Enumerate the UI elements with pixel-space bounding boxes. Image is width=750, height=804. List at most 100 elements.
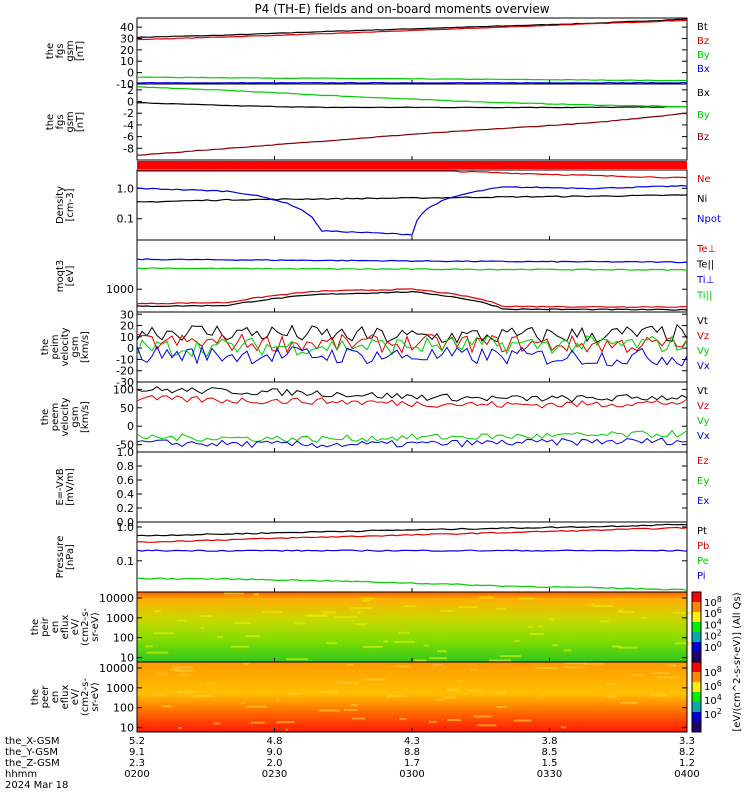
colorbar-segment	[692, 682, 701, 693]
series-line-Vt	[137, 387, 687, 402]
colorbar-segment	[692, 612, 701, 623]
legend-entry: Ti⊥	[696, 275, 714, 286]
legend-entry: Vz	[697, 401, 709, 412]
footer-row-label: the_Y-GSM	[5, 747, 58, 758]
spectrogram-texture	[474, 716, 492, 718]
spectrogram-texture	[467, 690, 484, 692]
spectrogram-texture	[424, 645, 429, 647]
spectrogram-texture	[641, 617, 646, 619]
spectrogram-texture	[200, 627, 204, 629]
spectrogram-texture	[618, 647, 638, 649]
footer-row-label: the_X-GSM	[5, 736, 59, 747]
spectrogram-texture	[395, 665, 411, 667]
footer-value: 3.3	[679, 736, 695, 747]
y-axis-label-line: [cm-3]	[65, 188, 76, 221]
legend-entry: Vy	[697, 416, 710, 427]
spectrogram-texture	[458, 606, 477, 608]
spectrogram-texture	[162, 705, 172, 707]
spectrogram-texture	[387, 695, 406, 697]
spectrogram-texture	[241, 702, 244, 704]
y-tick-label: 0.2	[117, 502, 135, 515]
footer-value: 1.2	[679, 758, 695, 769]
series-line-By	[137, 87, 687, 107]
colorbar-segment	[692, 642, 701, 653]
footer-value: 0400	[674, 769, 699, 780]
spectrogram-texture	[153, 610, 160, 612]
spectrogram-texture	[477, 724, 497, 726]
colorbar-tick-label: 104	[704, 693, 722, 707]
footer-value: 4.8	[267, 736, 283, 747]
legend-entry: Bt	[697, 22, 708, 33]
spectrogram-texture	[564, 667, 585, 669]
y-tick-label: 0.8	[117, 460, 135, 473]
spectrogram-texture	[673, 612, 694, 614]
spectrogram-texture	[246, 706, 267, 708]
colorbar-label: [eV/(cm^2-s-sr-eV)] (All Qs)	[732, 592, 743, 731]
spectrogram-texture	[365, 679, 385, 681]
legend-entry: Te⊥	[696, 244, 716, 255]
series-line-Ti⊥	[137, 259, 687, 263]
spectrogram-texture	[357, 612, 361, 614]
panel-frame	[137, 522, 687, 592]
legend-entry: Pi	[697, 571, 706, 582]
spectrogram-texture	[618, 611, 635, 613]
y-tick-label: 0.6	[117, 474, 135, 487]
colorbar-segment	[692, 602, 701, 613]
spectrogram-texture	[231, 646, 249, 648]
series-line-Pi	[137, 550, 687, 551]
spectrogram-texture	[429, 721, 437, 723]
spectrogram-texture	[470, 668, 477, 670]
legend-entry: Vz	[697, 331, 709, 342]
spectrogram-texture	[630, 674, 643, 676]
y-axis-label-line: [nT]	[75, 41, 86, 61]
spectrogram-texture	[318, 710, 340, 712]
spectrogram-texture	[233, 622, 251, 624]
spectrogram-texture	[606, 683, 618, 685]
spectrogram-texture	[540, 695, 544, 697]
footer-value: 9.0	[267, 747, 283, 758]
footer-value: 0200	[124, 769, 149, 780]
footer-value: 8.5	[542, 747, 558, 758]
spectrogram-texture	[193, 695, 213, 697]
series-line-Ni	[137, 195, 687, 202]
spectrogram-image	[137, 662, 687, 732]
y-tick-label: 1000	[106, 682, 134, 695]
spectrogram-texture	[496, 608, 506, 610]
colorbar-segment	[692, 692, 701, 703]
colorbar: 108106104102100108106104102[eV/(cm^2-s-s…	[692, 592, 743, 733]
spectrogram-texture	[478, 596, 493, 598]
spectrogram-texture	[500, 655, 521, 657]
y-axis-label-line: sr-eV)	[90, 682, 101, 711]
spectrogram-texture	[352, 718, 365, 720]
y-tick-label: 100	[113, 632, 134, 645]
legend-entry: Bz	[697, 132, 709, 143]
footer-date: 2024 Mar 18	[5, 780, 68, 791]
colorbar-segment	[692, 712, 701, 723]
spectrogram-texture	[399, 718, 406, 720]
spectrogram-texture	[440, 610, 455, 612]
legend-entry: Vx	[697, 431, 710, 442]
spectrogram-texture	[436, 699, 444, 701]
y-tick-label: 0.4	[117, 488, 135, 501]
spectrogram-texture	[245, 635, 260, 637]
spectrogram-texture	[447, 719, 461, 721]
spectrogram-texture	[344, 709, 357, 711]
spectrogram-texture	[286, 658, 308, 660]
spectrogram-texture	[285, 729, 288, 731]
spectrogram-texture	[335, 616, 358, 618]
legend-entry: Ne	[697, 174, 711, 185]
panel-frame	[137, 240, 687, 312]
legend-entry: Ex	[697, 496, 709, 507]
spectrogram-texture	[650, 694, 667, 696]
footer-value: 2.3	[129, 758, 145, 769]
spectrogram-texture	[251, 722, 266, 724]
colorbar-segment	[692, 622, 701, 633]
spectrogram-texture	[214, 723, 221, 725]
spectrogram-texture	[217, 636, 223, 638]
quality-flag-bar	[137, 161, 687, 169]
y-tick-label: 0	[127, 420, 134, 433]
